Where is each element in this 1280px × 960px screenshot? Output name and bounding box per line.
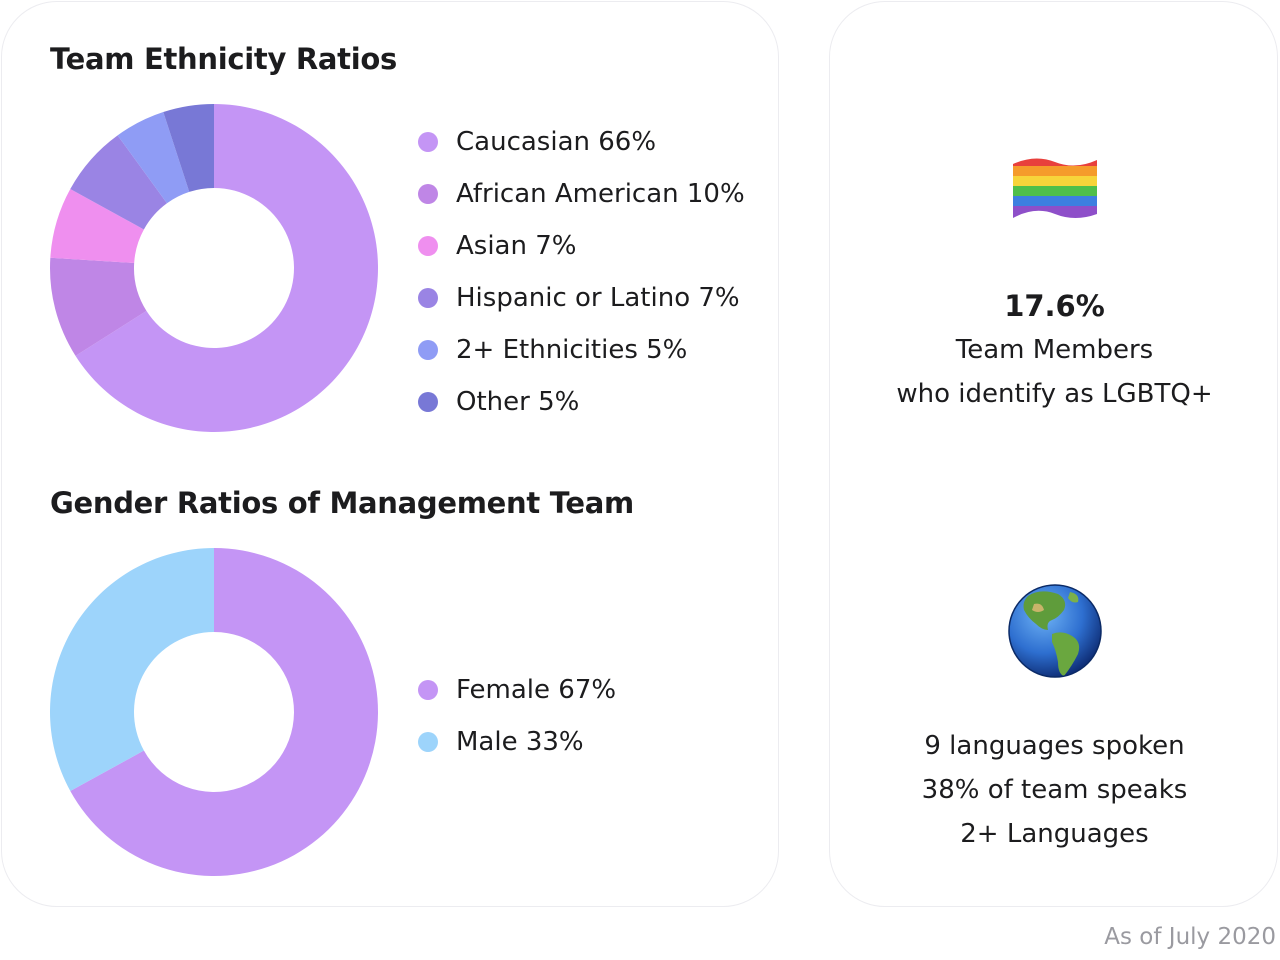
- charts-card: Team Ethnicity Ratios Caucasian 66% Afric…: [1, 1, 779, 907]
- lgbtq-stat: 17.6% Team Members who identify as LGBTQ…: [830, 152, 1279, 416]
- ethnicity-chart-title: Team Ethnicity Ratios: [50, 42, 397, 76]
- globe-americas-icon: [1007, 584, 1102, 678]
- legend-label: Asian 7%: [456, 231, 577, 261]
- legend-item-hispanic-or-latino: Hispanic or Latino 7%: [416, 272, 745, 324]
- legend-label: Hispanic or Latino 7%: [456, 283, 740, 313]
- legend-item-2-ethnicities: 2+ Ethnicities 5%: [416, 324, 745, 376]
- gender-donut-chart: [50, 548, 378, 876]
- slice-female: [70, 548, 378, 876]
- slice-hispanic-or-latino: [70, 135, 167, 230]
- slice-african-american: [50, 257, 147, 356]
- languages-line-2: 38% of team speaks: [921, 775, 1188, 805]
- legend-swatch: [418, 132, 438, 152]
- legend-item-male: Male 33%: [416, 716, 616, 768]
- rainbow-flag-icon: [1012, 158, 1097, 219]
- legend-label: Caucasian 66%: [456, 127, 657, 157]
- legend-label: Female 67%: [456, 675, 617, 705]
- legend-item-female: Female 67%: [416, 664, 616, 716]
- languages-stat: 9 languages spoken 38% of team speaks 2+…: [830, 582, 1279, 856]
- legend-label: Male 33%: [456, 727, 584, 757]
- legend-label: Other 5%: [456, 387, 580, 417]
- legend-swatch: [418, 184, 438, 204]
- languages-line-1: 9 languages spoken: [924, 731, 1185, 761]
- legend-item-asian: Asian 7%: [416, 220, 745, 272]
- lgbtq-line-1: Team Members: [955, 335, 1154, 365]
- legend-swatch: [418, 732, 438, 752]
- legend-swatch: [418, 236, 438, 256]
- legend-label: African American 10%: [456, 179, 745, 209]
- stats-card: 17.6% Team Members who identify as LGBTQ…: [829, 1, 1278, 907]
- gender-legend: Female 67% Male 33%: [416, 664, 616, 768]
- slice-asian: [50, 188, 144, 263]
- legend-item-other: Other 5%: [416, 376, 745, 428]
- as-of-date: As of July 2020: [1104, 924, 1276, 950]
- legend-swatch: [418, 340, 438, 360]
- legend-swatch: [418, 680, 438, 700]
- legend-item-caucasian: Caucasian 66%: [416, 116, 745, 168]
- slice-2-ethnicities: [117, 112, 190, 204]
- slice-other: [163, 104, 214, 192]
- legend-swatch: [418, 392, 438, 412]
- gender-chart-title: Gender Ratios of Management Team: [50, 486, 634, 520]
- lgbtq-percentage: 17.6%: [1004, 289, 1105, 323]
- slice-caucasian: [75, 104, 379, 432]
- languages-line-3: 2+ Languages: [960, 819, 1149, 849]
- ethnicity-donut-chart: [50, 104, 379, 432]
- lgbtq-line-2: who identify as LGBTQ+: [896, 379, 1213, 409]
- slice-male: [50, 548, 214, 792]
- legend-label: 2+ Ethnicities 5%: [456, 335, 688, 365]
- ethnicity-legend: Caucasian 66% African American 10% Asian 7…: [416, 116, 745, 428]
- legend-item-african-american: African American 10%: [416, 168, 745, 220]
- legend-swatch: [418, 288, 438, 308]
